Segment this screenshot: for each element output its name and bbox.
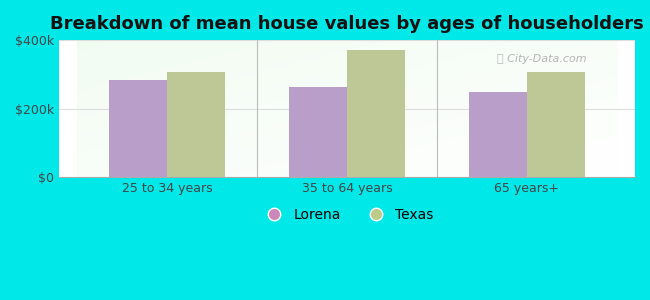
- Title: Breakdown of mean house values by ages of householders: Breakdown of mean house values by ages o…: [50, 15, 644, 33]
- Bar: [347, 50, 404, 177]
- Legend: Lorena, Texas: Lorena, Texas: [255, 202, 439, 227]
- Bar: [527, 72, 584, 177]
- Bar: [167, 72, 225, 177]
- Bar: [289, 87, 347, 177]
- Bar: [469, 92, 527, 177]
- Text: ⓘ City-Data.com: ⓘ City-Data.com: [497, 54, 586, 64]
- Bar: [109, 80, 167, 177]
